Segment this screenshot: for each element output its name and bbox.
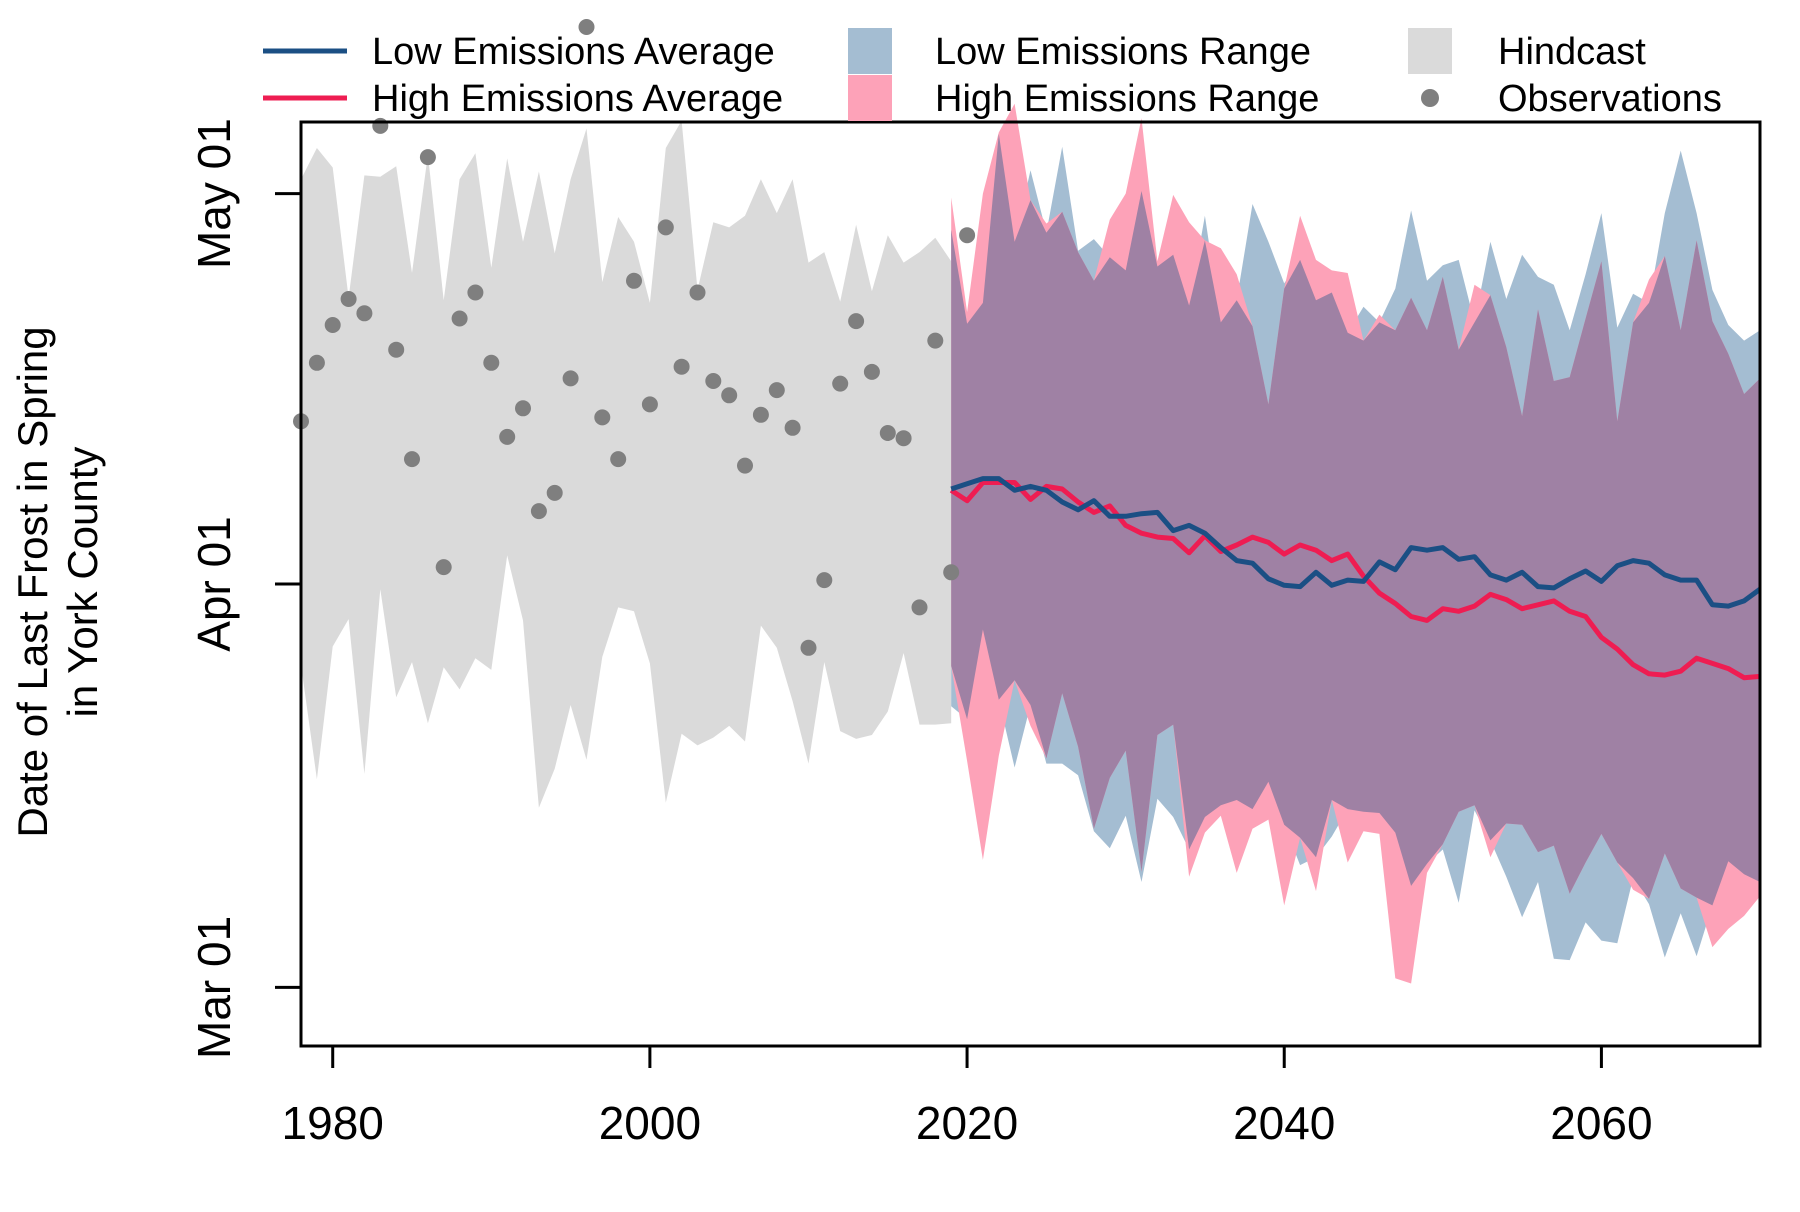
observation-point (673, 358, 690, 375)
observation-point (578, 19, 595, 35)
observation-point (372, 117, 389, 134)
observation-point (927, 332, 944, 349)
low-emissions-average-line (950, 476, 1762, 609)
hindcast-band-layer (301, 120, 952, 808)
observation-point (641, 396, 658, 413)
observation-point (752, 406, 769, 423)
x-tick-label: 2040 (1233, 1097, 1335, 1149)
observation-point (340, 291, 357, 307)
observation-point (594, 409, 611, 426)
observation-point (356, 305, 373, 322)
observation-point (800, 639, 817, 656)
legend-label: Hindcast (1498, 31, 1646, 73)
observation-point (721, 387, 738, 404)
legend-patch-swatch (848, 28, 892, 74)
legend-label: Low Emissions Range (935, 31, 1311, 73)
observation-point (943, 564, 960, 581)
y-axis-title-line-1: Date of Last Frost in Spring (9, 326, 56, 837)
y-tick-label: May 01 (188, 118, 240, 269)
observation-point (610, 451, 627, 468)
observation-point (626, 272, 642, 289)
legend-label: High Emissions Range (935, 78, 1319, 120)
observation-point (451, 310, 468, 327)
observation-point (816, 572, 833, 589)
observation-point (562, 370, 579, 387)
x-tick-label: 2000 (599, 1097, 701, 1149)
observation-point (499, 428, 516, 445)
observation-point (832, 375, 849, 392)
observation-point (404, 451, 420, 468)
x-tick-label: 2020 (916, 1097, 1018, 1149)
y-axis: Mar 01 Apr 01 May 01 (188, 118, 301, 1059)
observation-point (483, 354, 500, 371)
legend-patch-swatch (1408, 28, 1452, 74)
observation-point (959, 227, 976, 244)
observation-point (768, 382, 785, 399)
observation-point (863, 363, 880, 380)
observation-point (879, 425, 896, 441)
observation-point (705, 373, 722, 389)
average-lines (949, 476, 1762, 681)
observation-points (293, 19, 976, 656)
observation-point (737, 457, 753, 474)
observation-point (419, 149, 436, 166)
observation-point (546, 484, 563, 501)
emissions-range-overlap-band (951, 133, 1760, 906)
hindcast-band (301, 120, 952, 808)
legend-patch-swatch (848, 75, 892, 121)
observation-point (308, 354, 325, 371)
chart-legend: Low Emissions Average High Emissions Aver… (263, 28, 1722, 121)
observation-point (388, 341, 405, 358)
x-axis: 1980 2000 2020 2040 2060 (282, 1046, 1653, 1149)
projection-range-layer (951, 103, 1760, 984)
legend-label: Low Emissions Average (372, 31, 775, 73)
observation-point (530, 503, 547, 520)
observation-point (784, 419, 801, 436)
observation-point (467, 284, 484, 301)
observation-point (324, 317, 341, 333)
legend-label: High Emissions Average (372, 78, 783, 120)
observation-point (689, 284, 706, 301)
legend-label: Observations (1498, 78, 1722, 120)
observation-point (895, 430, 912, 447)
observation-point (435, 559, 452, 576)
y-tick-label: Mar 01 (188, 916, 240, 1059)
x-tick-label: 2060 (1550, 1097, 1652, 1149)
x-tick-label: 1980 (282, 1097, 384, 1149)
y-axis-title-line-2: in York County (59, 447, 106, 718)
observation-point (657, 219, 674, 236)
legend-point-swatch (1421, 89, 1439, 107)
observation-point (515, 400, 531, 417)
observation-point (848, 313, 865, 330)
observation-point (911, 599, 928, 616)
y-tick-label: Apr 01 (188, 516, 240, 652)
